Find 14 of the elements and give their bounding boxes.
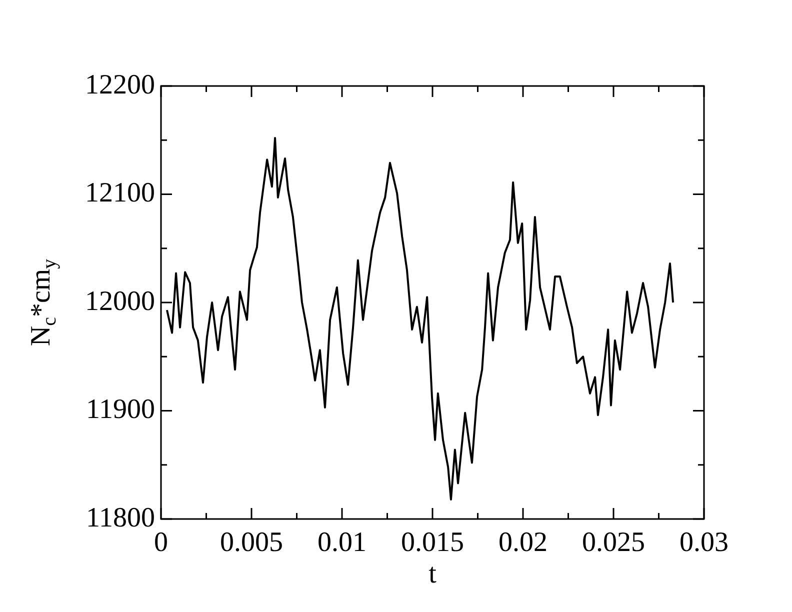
x-tick-label: 0.02 <box>498 527 548 558</box>
x-tick-label: 0.015 <box>401 527 464 558</box>
x-tick-label: 0.005 <box>220 527 283 558</box>
y-axis-title: Nc*cmy <box>25 258 60 346</box>
y-tick-label: 11800 <box>86 502 155 534</box>
y-tick-label: 11900 <box>86 394 155 426</box>
x-tick-label: 0.01 <box>318 527 366 558</box>
y-tick-label: 12000 <box>85 286 155 317</box>
x-axis-title: t <box>428 558 437 590</box>
x-tick-label: 0.025 <box>582 527 645 558</box>
y-tick-label: 12100 <box>85 178 155 209</box>
x-tick-label: 0.03 <box>680 527 728 558</box>
y-tick-label: 12200 <box>85 69 155 100</box>
x-tick-label: 0 <box>154 527 168 558</box>
